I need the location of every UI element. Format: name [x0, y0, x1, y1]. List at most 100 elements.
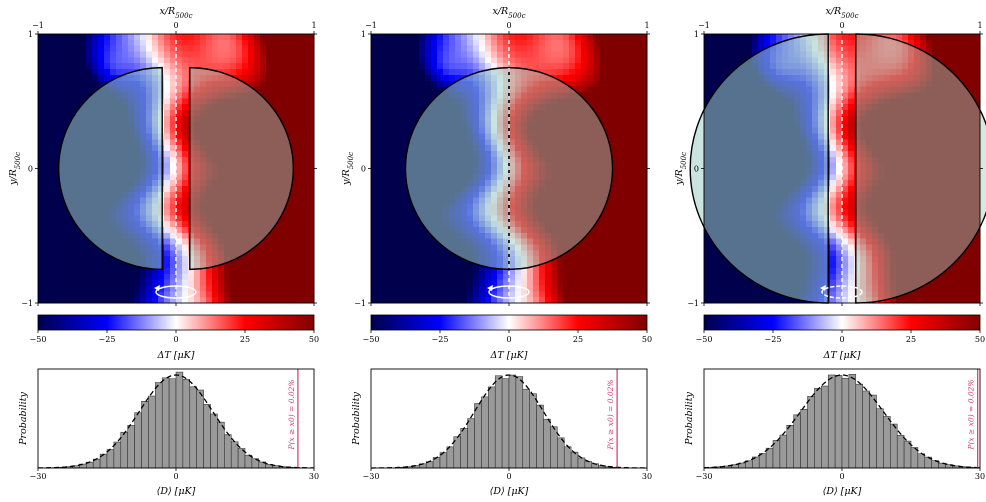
heatmap-cell: [515, 256, 522, 263]
heatmap-cell: [92, 80, 99, 88]
heatmap-cell: [122, 279, 129, 286]
heatmap-cell: [182, 226, 189, 234]
heatmap-cell: [587, 139, 594, 146]
heatmap-cell: [230, 110, 237, 117]
heatmap-cell: [629, 191, 636, 199]
heatmap-cell: [188, 162, 195, 169]
heatmap-cell: [98, 69, 105, 76]
heatmap-cell: [296, 86, 303, 93]
heatmap-cell: [575, 180, 582, 187]
heatmap-cell: [62, 238, 69, 246]
heatmap-cell: [236, 57, 243, 64]
heatmap-cell: [389, 197, 396, 205]
heatmap-cell: [395, 57, 402, 64]
heatmap-cell: [176, 197, 183, 205]
heatmap-cell: [641, 115, 648, 123]
heatmap-cell: [587, 69, 594, 76]
heatmap-cell: [533, 133, 540, 140]
heatmap-cell: [722, 297, 729, 304]
heatmap-cell: [80, 39, 87, 47]
heatmap-cell: [605, 39, 612, 47]
heatmap-cell: [569, 291, 576, 298]
heatmap-cell: [569, 145, 576, 152]
heatmap-cell: [623, 267, 630, 275]
heatmap-cell: [539, 209, 546, 216]
heatmap-cell: [449, 34, 456, 41]
heatmap-cell: [278, 244, 285, 251]
heatmap-cell: [86, 238, 93, 246]
heatmap-cell: [110, 69, 117, 76]
heatmap-cell: [551, 285, 558, 292]
heatmap-cell: [569, 115, 576, 123]
heatmap-cell: [551, 221, 558, 228]
heatmap-cell: [80, 74, 87, 82]
heatmap-cell: [455, 256, 462, 263]
heatmap-cell: [563, 63, 570, 70]
heatmap-cell: [266, 279, 273, 286]
heatmap-cell: [515, 69, 522, 76]
hist-x-tick-label: −30: [363, 472, 380, 481]
heatmap-cell: [377, 57, 384, 64]
heatmap-cell: [581, 121, 588, 129]
heatmap-cell: [752, 45, 759, 53]
heatmap-cell: [260, 226, 267, 234]
heatmap-cell: [641, 279, 648, 286]
heatmap-cell: [164, 244, 171, 251]
heatmap-cell: [491, 279, 498, 286]
heatmap-cell: [266, 209, 273, 216]
heatmap-cell: [266, 121, 273, 129]
heatmap-cell: [389, 57, 396, 64]
heatmap-cell: [599, 297, 606, 304]
heatmap-cell: [44, 285, 51, 292]
heatmap-cell: [377, 45, 384, 53]
heatmap-cell: [539, 110, 546, 117]
heatmap-cell: [563, 86, 570, 93]
heatmap-cell: [272, 162, 279, 169]
heatmap-cell: [188, 57, 195, 64]
heatmap-cell: [509, 74, 516, 82]
heatmap-cell: [497, 63, 504, 70]
heatmap-cell: [254, 244, 261, 251]
heatmap-cell: [170, 121, 177, 129]
heatmap-cell: [569, 256, 576, 263]
heatmap-cell: [248, 221, 255, 228]
heatmap-cell: [272, 186, 279, 193]
heatmap-cell: [224, 209, 231, 216]
heatmap-cell: [635, 180, 642, 187]
heatmap-cell: [56, 51, 63, 58]
heatmap-cell: [116, 267, 123, 275]
heatmap-cell: [389, 80, 396, 88]
heatmap-cell: [431, 279, 438, 286]
heatmap-cell: [260, 197, 267, 205]
heatmap-cell: [218, 156, 225, 164]
heatmap-cell: [260, 174, 267, 181]
heatmap-cell: [266, 150, 273, 158]
heatmap-cell: [152, 39, 159, 47]
heatmap-cell: [557, 232, 564, 240]
heatmap-cell: [206, 191, 213, 199]
heatmap-cell: [539, 92, 546, 99]
heatmap-cell: [230, 133, 237, 140]
heatmap-cell: [284, 232, 291, 240]
heatmap-cell: [533, 285, 540, 292]
heatmap-cell: [308, 174, 315, 181]
heatmap-cell: [158, 279, 165, 286]
heatmap-cell: [182, 244, 189, 251]
heatmap-cell: [110, 279, 117, 286]
heatmap-cell: [581, 256, 588, 263]
heatmap-cell: [128, 279, 135, 286]
hist-x-tick-label: 30: [642, 472, 652, 481]
heatmap-cell: [218, 86, 225, 93]
heatmap-cell: [593, 244, 600, 251]
heatmap-cell: [545, 98, 552, 105]
heatmap-cell: [218, 209, 225, 216]
heatmap-cell: [395, 168, 402, 175]
heatmap-cell: [371, 45, 378, 53]
heatmap-cell: [593, 174, 600, 181]
heatmap-cell: [260, 110, 267, 117]
heatmap-cell: [218, 291, 225, 298]
heatmap-cell: [587, 186, 594, 193]
heatmap-cell: [629, 291, 636, 298]
heatmap-cell: [230, 232, 237, 240]
heatmap-cell: [218, 285, 225, 292]
